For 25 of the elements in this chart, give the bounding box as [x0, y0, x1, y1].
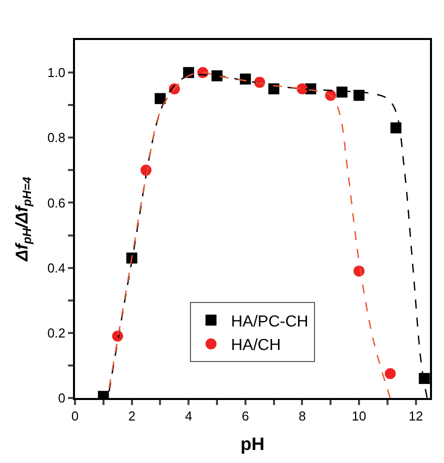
x-tick-label: 10 — [352, 408, 366, 424]
point — [296, 83, 308, 94]
y-tick-label: 0.8 — [47, 130, 66, 146]
y-tick-label: 0.2 — [47, 325, 66, 340]
y-tick-label: 0 — [58, 390, 66, 406]
x-tick-label: 0 — [71, 408, 79, 424]
x-tick-label: 4 — [184, 408, 192, 424]
point — [336, 86, 348, 98]
x-tick-label: 12 — [408, 408, 424, 424]
point — [240, 74, 251, 85]
point — [390, 122, 402, 134]
x-axis-title: pH — [240, 434, 264, 454]
legend-label: HA/PC-CH — [231, 313, 308, 330]
point — [418, 372, 430, 384]
point — [212, 70, 222, 82]
x-tick-label: 8 — [298, 408, 306, 424]
point — [154, 93, 166, 104]
y-tick-label: 0.6 — [47, 195, 66, 210]
x-tick-label: 2 — [128, 408, 136, 424]
y-tick-label: 1.0 — [47, 65, 66, 80]
x-tick-label: 6 — [242, 408, 250, 424]
point — [354, 90, 364, 101]
legend-label: HA/CH — [231, 337, 281, 354]
y-tick-label: 0.4 — [47, 260, 66, 276]
point — [384, 368, 396, 380]
